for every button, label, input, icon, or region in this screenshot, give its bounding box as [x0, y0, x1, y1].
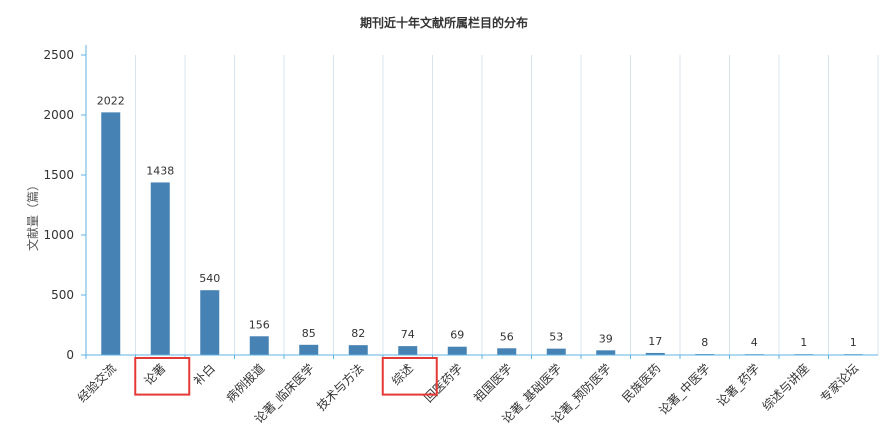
bar — [348, 345, 368, 355]
x-tick-label: 技术与方法 — [313, 361, 366, 414]
bar-value-label: 4 — [751, 336, 758, 349]
bar — [546, 348, 566, 355]
x-tick-label: 回医药学 — [421, 361, 466, 406]
bar — [150, 182, 170, 355]
highlight-layer — [134, 357, 438, 396]
bar — [249, 336, 269, 355]
bar — [200, 290, 220, 355]
y-tick-label: 1000 — [43, 228, 74, 242]
x-tick-label: 祖国医学 — [470, 361, 515, 406]
chart-title: 期刊近十年文献所属栏目的分布 — [360, 15, 528, 30]
bar — [447, 346, 467, 355]
x-tick-label: 综述与讲座 — [759, 361, 812, 414]
bar — [645, 352, 665, 355]
x-tick-label: 论著_中医学 — [656, 361, 713, 418]
bar-value-label: 8 — [701, 336, 708, 349]
bar-value-label: 82 — [351, 327, 365, 340]
grid-layer — [135, 55, 879, 355]
bar-value-label: 85 — [302, 327, 316, 340]
bar — [398, 346, 418, 355]
bar-value-label: 1 — [800, 336, 807, 349]
y-tick-label: 0 — [66, 348, 74, 362]
bar-value-label: 17 — [648, 335, 662, 348]
bar-value-label: 1 — [850, 336, 857, 349]
bar-value-label: 156 — [249, 318, 270, 331]
bar — [101, 112, 121, 355]
x-tick-label: 论著_药学 — [714, 361, 763, 410]
bar-value-label: 1438 — [146, 164, 174, 177]
y-tick-label: 2500 — [43, 48, 74, 62]
bar-value-label: 39 — [599, 332, 613, 345]
y-tick-label: 500 — [51, 288, 74, 302]
y-tick-label: 1500 — [43, 168, 74, 182]
y-axis-label: 文献量（篇） — [25, 179, 40, 251]
x-tick-label: 病例报道 — [223, 361, 268, 406]
bars-layer — [101, 112, 863, 355]
y-tick-label: 2000 — [43, 108, 74, 122]
bar-value-label: 74 — [401, 328, 415, 341]
x-tick-label: 民族医药 — [620, 361, 664, 405]
x-tick-label: 专家论坛 — [817, 361, 862, 406]
bar — [596, 350, 616, 355]
highlight-box — [381, 357, 438, 396]
bar — [497, 348, 517, 355]
x-tick-label: 经验交流 — [74, 361, 119, 406]
x-tick-label: 论著 — [141, 361, 168, 388]
bar-value-label: 2022 — [97, 94, 125, 107]
bar-value-label: 53 — [549, 331, 563, 344]
data-labels-layer: 2022 1438 540 156 85 82 74 69 56 53 39 17 8 4 1 1 — [97, 94, 857, 349]
highlight-box — [134, 357, 191, 396]
bar-value-label: 540 — [199, 272, 220, 285]
bar-value-label: 56 — [500, 330, 514, 343]
x-tick-label: 补白 — [190, 361, 218, 389]
bar — [299, 344, 319, 355]
bar-value-label: 69 — [450, 329, 464, 342]
y-tick-labels: 0 500 1000 1500 2000 2500 — [43, 48, 74, 362]
x-tick-label: 综述 — [389, 361, 416, 388]
